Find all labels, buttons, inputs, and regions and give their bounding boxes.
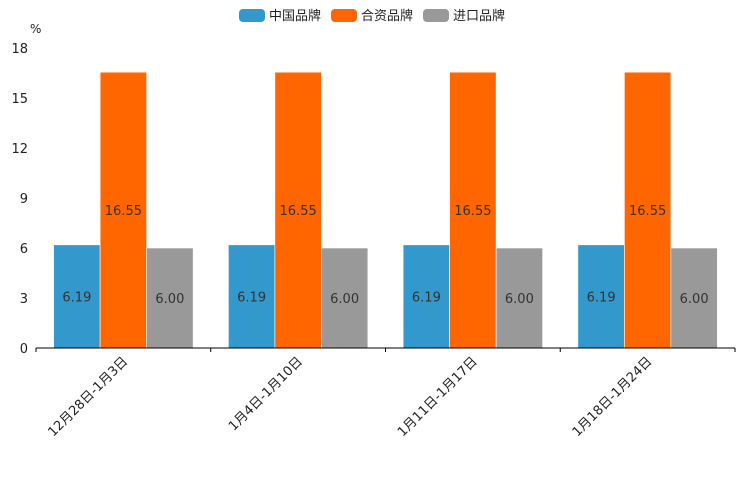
data-label: 6.00 [155, 292, 184, 307]
legend-item[interactable]: 进口品牌 [423, 8, 505, 24]
data-label: 6.19 [412, 290, 441, 305]
legend-swatch [423, 9, 449, 22]
legend[interactable]: 中国品牌 合资品牌 进口品牌 [239, 8, 505, 24]
y-tick-label: 15 [11, 92, 28, 107]
x-tick-label: 12月28日-1月3日 [45, 354, 131, 440]
data-label: 6.00 [505, 292, 534, 307]
legend-label: 中国品牌 [269, 8, 321, 24]
bar[interactable] [449, 71, 497, 349]
data-label: 16.55 [105, 204, 142, 219]
bar[interactable] [146, 247, 194, 349]
y-tick-label: 12 [11, 142, 28, 157]
bar[interactable] [670, 247, 718, 349]
bar[interactable] [577, 244, 625, 349]
legend-label: 合资品牌 [361, 8, 413, 24]
y-tick-label: 18 [11, 42, 28, 57]
data-label: 6.19 [62, 290, 91, 305]
legend-item[interactable]: 合资品牌 [331, 8, 413, 24]
data-label: 16.55 [280, 204, 317, 219]
legend-item[interactable]: 中国品牌 [239, 8, 321, 24]
x-tick-label: 1月18日-1月24日 [570, 354, 656, 440]
data-label: 6.19 [237, 290, 266, 305]
data-label: 6.00 [680, 292, 709, 307]
x-tick-label: 1月11日-1月17日 [395, 354, 481, 440]
bar[interactable] [274, 71, 322, 349]
legend-swatch [331, 9, 357, 22]
bars: 6.19 16.55 6.00 6.19 16.55 6.00 6.19 16.55 6.00 6… [53, 71, 718, 349]
y-tick-label: 3 [20, 292, 28, 307]
y-tick-label: 9 [20, 192, 28, 207]
bar[interactable] [321, 247, 369, 349]
y-tick-label: 6 [20, 242, 28, 257]
y-axis-unit-label: % [30, 22, 41, 36]
legend-swatch [239, 9, 265, 22]
legend-label: 进口品牌 [453, 8, 505, 24]
x-axis: 12月28日-1月3日 1月4日-1月10日 1月11日-1月17日 1月18日-1月… [35, 347, 736, 440]
data-label: 16.55 [629, 204, 666, 219]
y-tick-label: 0 [20, 342, 28, 357]
bar[interactable] [53, 244, 101, 349]
bar[interactable] [228, 244, 276, 349]
bar[interactable] [624, 71, 672, 349]
y-axis: 0 3 6 9 12 15 18 [11, 42, 28, 357]
data-label: 6.19 [587, 290, 616, 305]
x-tick-label: 1月4日-1月10日 [226, 354, 306, 434]
data-label: 6.00 [330, 292, 359, 307]
data-label: 16.55 [454, 204, 491, 219]
bar[interactable] [99, 71, 147, 349]
